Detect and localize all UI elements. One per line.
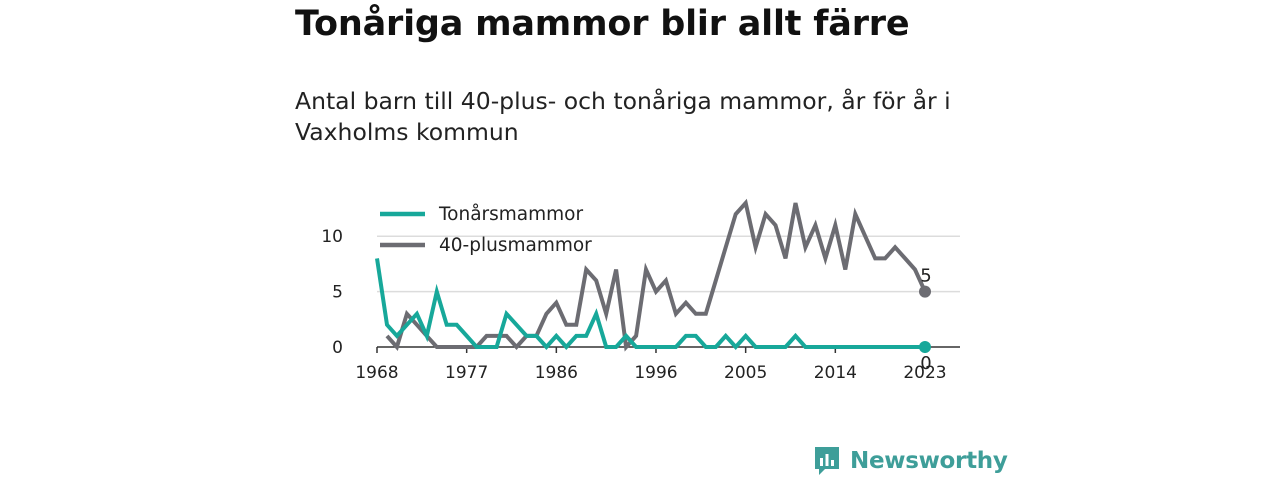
legend-label-0: Tonårsmammor (438, 204, 584, 225)
end-label-1: 5 (920, 266, 931, 287)
end-labels: 05 (919, 266, 932, 374)
end-point-0 (919, 341, 931, 353)
y-tick-label-0: 0 (332, 338, 343, 358)
y-axis: 0 5 10 (321, 227, 343, 358)
x-axis: 1968 1977 1986 1996 2005 2014 2023 (355, 346, 960, 383)
x-tick-label-3: 1996 (634, 363, 677, 383)
x-tick-label-1: 1977 (445, 363, 488, 383)
x-tick-label-2: 1986 (535, 363, 578, 383)
legend: Tonårsmammor 40-plusmammor (380, 204, 592, 256)
x-tick-label-4: 2005 (724, 363, 767, 383)
end-label-0: 0 (920, 353, 931, 374)
x-tick-label-6: 2023 (903, 363, 946, 383)
legend-label-1: 40-plusmammor (439, 235, 592, 256)
end-point-1 (919, 285, 931, 298)
x-tick-label-0: 1968 (355, 363, 398, 383)
brand-name: Newsworthy (850, 448, 1008, 474)
chart-title: Tonåriga mammor blir allt färre (295, 4, 910, 44)
x-tick-label-5: 2014 (814, 363, 857, 383)
y-tick-label-2: 10 (321, 227, 343, 247)
y-tick-label-1: 5 (332, 283, 343, 303)
series-line-0 (375, 258, 925, 350)
bar-chart-logo-icon (815, 447, 839, 475)
chart-subtitle: Antal barn till 40-plus- och tonåriga ma… (295, 87, 951, 146)
series-lines (375, 198, 927, 352)
newsworthy-logo: Newsworthy (813, 445, 1008, 477)
